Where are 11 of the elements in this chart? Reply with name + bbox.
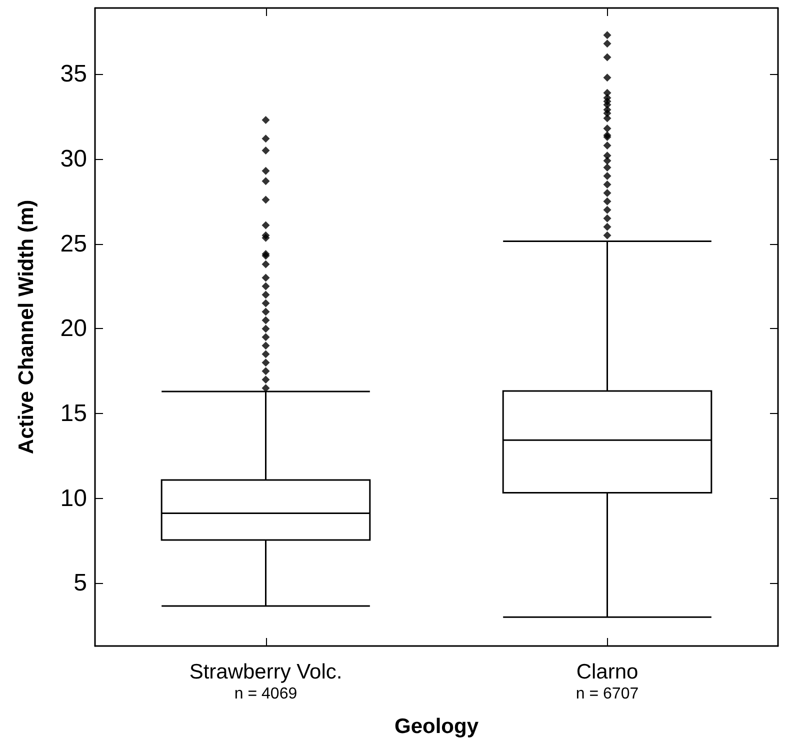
- y-tick-label: 35: [60, 60, 87, 88]
- y-tick-label: 15: [60, 400, 87, 428]
- x-tick-label: Clarno n = 6707: [576, 660, 639, 702]
- y-tick-label: 20: [60, 315, 87, 342]
- y-axis-title: Active Channel Width (m): [15, 200, 38, 454]
- y-tick-label: 25: [60, 230, 87, 258]
- y-tick-label: 30: [60, 146, 87, 173]
- y-tick-label: 5: [74, 570, 87, 597]
- y-tick-label: 10: [60, 484, 87, 512]
- x-tick-label: Strawberry Volc. n = 4069: [189, 660, 342, 702]
- x-axis-title: Geology: [394, 715, 479, 738]
